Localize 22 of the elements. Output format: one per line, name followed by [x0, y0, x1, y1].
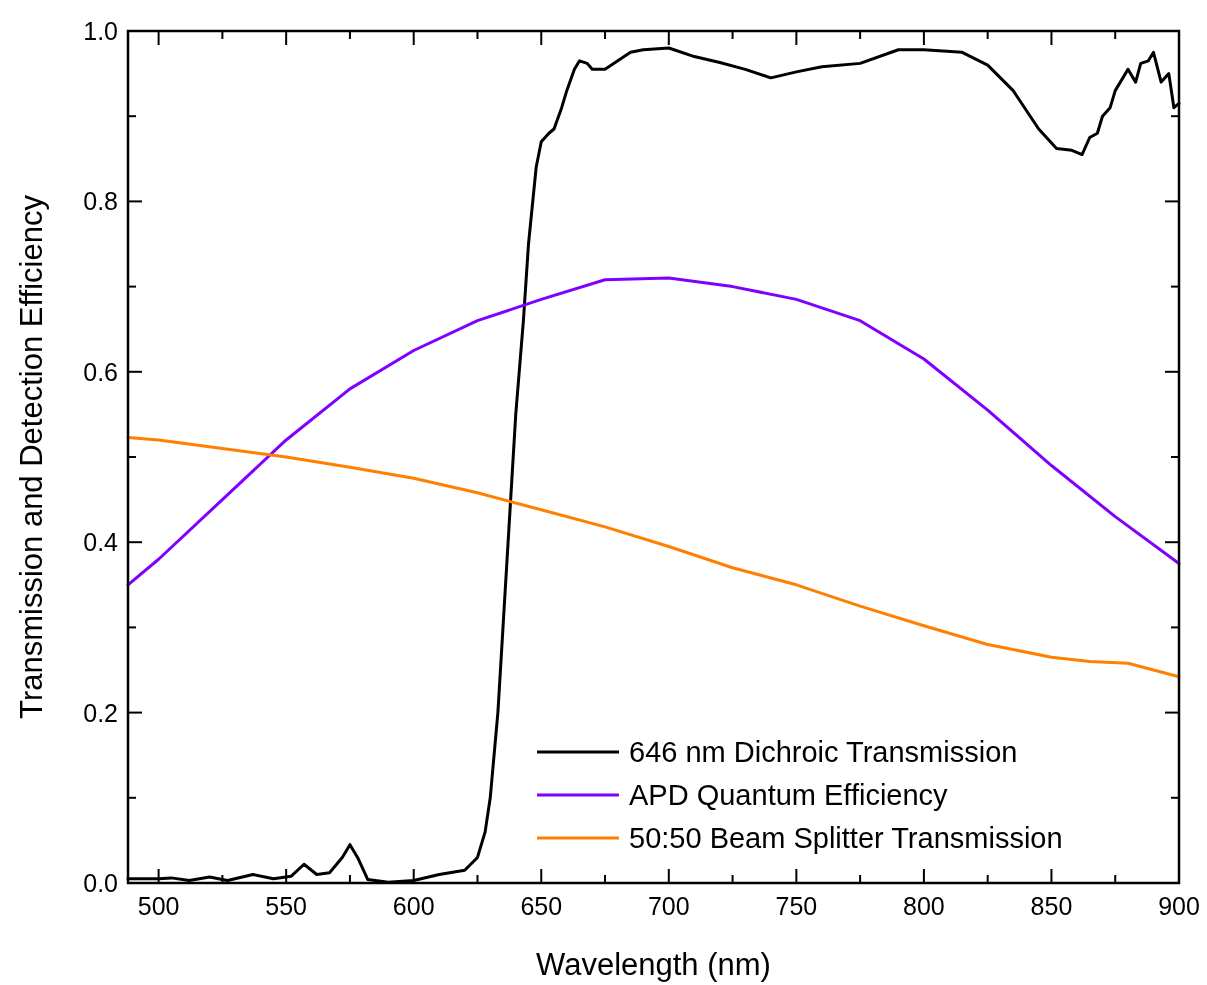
x-tick-label: 750 — [775, 892, 818, 920]
y-tick-label: 0.0 — [83, 869, 118, 897]
x-axis-title: Wavelength (nm) — [536, 947, 771, 982]
x-tick-label: 850 — [1030, 892, 1073, 920]
x-tick-label: 800 — [903, 892, 945, 920]
y-tick-label: 0.2 — [83, 698, 118, 727]
y-tick-label: 1.0 — [83, 17, 118, 45]
line-series — [126, 435, 1181, 679]
line-series — [126, 276, 1181, 587]
x-tick-label: 650 — [520, 892, 563, 920]
x-tick-label: 700 — [647, 892, 690, 920]
y-tick-label: 0.8 — [83, 187, 118, 216]
x-tick-label: 550 — [265, 892, 308, 920]
legend-label: 646 nm Dichroic Transmission — [629, 736, 1018, 768]
y-axis-title: Transmission and Detection Efficiency — [14, 194, 49, 719]
legend-label: APD Quantum Efficiency — [629, 779, 949, 811]
y-tick-label: 0.6 — [83, 357, 118, 386]
legend-label: 50:50 Beam Splitter Transmission — [629, 822, 1063, 854]
x-tick-label: 500 — [137, 892, 180, 920]
x-tick-label: 600 — [392, 892, 435, 920]
x-tick-label: 900 — [1158, 892, 1200, 920]
y-tick-label: 0.4 — [83, 528, 119, 557]
